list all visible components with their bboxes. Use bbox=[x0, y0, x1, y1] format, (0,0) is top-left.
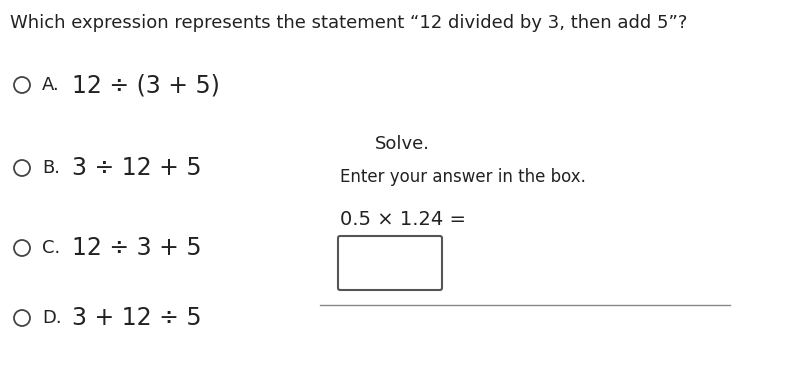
Text: A.: A. bbox=[42, 76, 60, 94]
Text: 3 + 12 ÷ 5: 3 + 12 ÷ 5 bbox=[72, 306, 202, 330]
Text: 12 ÷ (3 + 5): 12 ÷ (3 + 5) bbox=[72, 73, 220, 97]
Text: Which expression represents the statement “12 divided by 3, then add 5”?: Which expression represents the statemen… bbox=[10, 14, 687, 32]
Text: C.: C. bbox=[42, 239, 60, 257]
Text: 0.5 × 1.24 =: 0.5 × 1.24 = bbox=[340, 210, 466, 229]
FancyBboxPatch shape bbox=[338, 236, 442, 290]
Text: Solve.: Solve. bbox=[375, 135, 430, 153]
Text: Enter your answer in the box.: Enter your answer in the box. bbox=[340, 168, 586, 186]
Text: D.: D. bbox=[42, 309, 62, 327]
Text: 3 ÷ 12 + 5: 3 ÷ 12 + 5 bbox=[72, 156, 202, 180]
Text: B.: B. bbox=[42, 159, 60, 177]
Text: 12 ÷ 3 + 5: 12 ÷ 3 + 5 bbox=[72, 236, 202, 260]
